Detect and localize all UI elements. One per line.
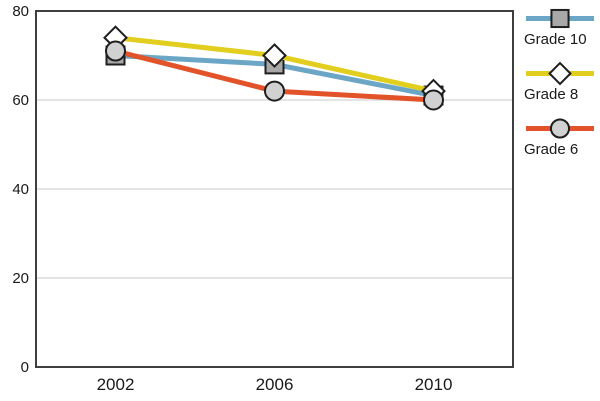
legend-item-grade-8: Grade 8 xyxy=(524,60,600,103)
legend-swatch-grade-8 xyxy=(526,61,594,86)
legend-label: Grade 10 xyxy=(524,31,587,48)
y-tick-label: 0 xyxy=(21,359,29,376)
y-tick-label: 40 xyxy=(12,181,29,198)
plot-border xyxy=(35,10,514,368)
y-tick-label: 80 xyxy=(12,3,29,20)
circle-marker-grade-6 xyxy=(105,40,126,62)
circle-marker-grade-6 xyxy=(264,80,285,102)
x-tick-label: 2002 xyxy=(97,375,135,394)
legend-swatch-grade-6 xyxy=(526,118,594,139)
diamond-marker-grade-8 xyxy=(262,43,287,68)
legend-item-grade-10: Grade 10 xyxy=(524,5,600,48)
circle-icon xyxy=(549,118,571,139)
square-icon xyxy=(550,8,570,29)
legend-swatch-grade-10 xyxy=(526,8,594,29)
legend-label: Grade 8 xyxy=(524,86,579,103)
x-tick-label: 2006 xyxy=(256,375,294,394)
y-tick-label: 60 xyxy=(12,92,29,109)
y-tick-label: 20 xyxy=(12,270,29,287)
circle-marker-grade-6 xyxy=(423,89,444,111)
legend-label: Grade 6 xyxy=(524,141,579,158)
x-tick-label: 2010 xyxy=(415,375,453,394)
legend-item-grade-6: Grade 6 xyxy=(524,115,600,158)
legend: Grade 10 Grade 8 Grade 6 xyxy=(524,5,600,170)
diamond-icon xyxy=(548,61,572,86)
